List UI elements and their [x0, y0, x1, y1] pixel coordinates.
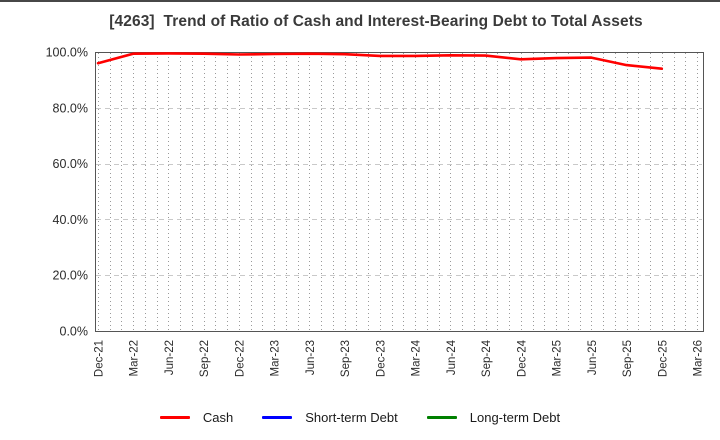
- series-line-cash: [96, 52, 664, 70]
- x-tick-label: Mar-25: [552, 340, 564, 376]
- x-tick-label: Jun-25: [587, 340, 599, 375]
- x-tick-label: Jun-24: [446, 339, 458, 375]
- legend-label-cash: Cash: [202, 409, 234, 425]
- legend-swatch-cash: [159, 415, 190, 419]
- x-tick-label: Dec-24: [516, 339, 528, 377]
- x-tick-label: Sep-23: [340, 340, 352, 377]
- x-tick-label: Dec-21: [94, 340, 106, 377]
- plot-border: [95, 52, 704, 332]
- legend-item-long-term-debt: Long-term Debt: [426, 409, 561, 425]
- legend-swatch-long-term-debt: [426, 415, 457, 419]
- legend-item-short-term-debt: Short-term Debt: [262, 409, 398, 425]
- y-tick-label: 60.0%: [53, 157, 88, 171]
- y-tick-label: 80.0%: [53, 101, 88, 115]
- chart-title: [4263] Trend of Ratio of Cash and Intere…: [109, 13, 643, 30]
- y-tick-label: 100.0%: [46, 46, 88, 60]
- legend-label-short-term-debt: Short-term Debt: [305, 409, 398, 425]
- x-tick-label: Dec-25: [657, 340, 669, 377]
- y-tick-label: 0.0%: [60, 325, 89, 339]
- x-tick-label: Mar-23: [270, 340, 282, 376]
- x-tick-label: Dec-23: [375, 340, 387, 377]
- x-tick-label: Jun-23: [305, 340, 317, 375]
- x-tick-label: Sep-22: [199, 340, 211, 377]
- x-tick-label: Dec-22: [234, 340, 246, 377]
- y-tick-label: 20.0%: [53, 269, 88, 283]
- x-tick-label: Sep-25: [622, 340, 634, 377]
- top-border: [0, 0, 720, 2]
- legend-swatch-short-term-debt: [262, 415, 293, 419]
- x-tick-label: Mar-24: [411, 339, 423, 376]
- y-tick-label: 40.0%: [53, 213, 88, 227]
- x-tick-label: Mar-22: [129, 340, 141, 376]
- legend: Cash Short-term Debt Long-term Debt: [0, 403, 720, 431]
- x-tick-label: Mar-26: [693, 340, 705, 376]
- x-tick-label: Sep-24: [481, 339, 493, 377]
- legend-item-cash: Cash: [159, 409, 234, 425]
- x-tick-label: Jun-22: [164, 340, 176, 375]
- legend-label-long-term-debt: Long-term Debt: [469, 409, 561, 425]
